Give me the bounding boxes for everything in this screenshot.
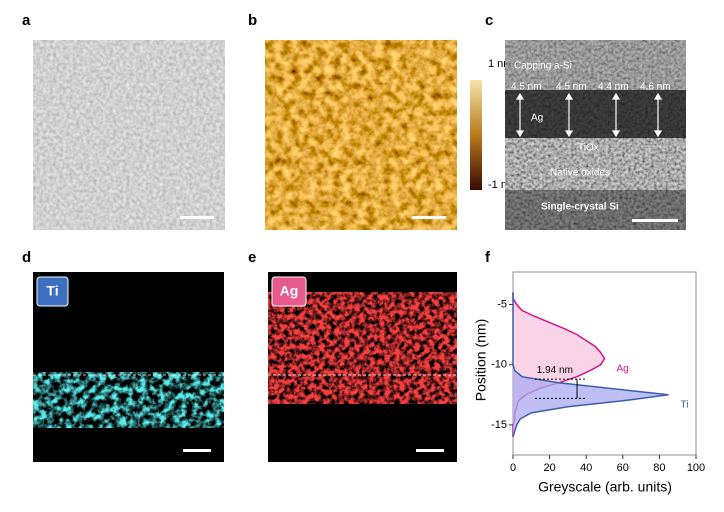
tem-image: Capping a-Si 4.5 nm 4.5 nm 4.4 nm 4.6 nm… bbox=[505, 40, 686, 230]
colorbar bbox=[470, 80, 482, 190]
area-fill bbox=[513, 292, 605, 437]
panel-labels: a b c d e f bbox=[22, 12, 493, 266]
series-label: Ag bbox=[617, 363, 629, 374]
x-tick-label: 60 bbox=[617, 462, 629, 474]
ti-signal bbox=[33, 372, 224, 428]
y-axis-label: Position (nm) bbox=[473, 319, 489, 401]
panel-label: d bbox=[22, 249, 31, 266]
layer-label: Native oxides bbox=[550, 168, 610, 179]
badge bbox=[271, 276, 307, 307]
annotation: 1.94 nm bbox=[537, 365, 573, 376]
panel-label: f bbox=[485, 249, 491, 266]
scale-bar bbox=[183, 449, 211, 452]
layer-label: Ag bbox=[531, 113, 543, 124]
layer bbox=[505, 40, 686, 90]
scale-bar bbox=[632, 219, 678, 222]
badge-label: Ag bbox=[280, 283, 299, 299]
x-tick-label: 80 bbox=[653, 462, 665, 474]
thickness: 4.6 nm bbox=[640, 82, 671, 93]
x-tick-label: 20 bbox=[543, 462, 555, 474]
afm-image bbox=[265, 40, 457, 230]
panel-label: a bbox=[22, 12, 31, 29]
thickness: 4.4 nm bbox=[598, 82, 629, 93]
area-fill bbox=[513, 292, 669, 437]
x-tick-label: 0 bbox=[510, 462, 516, 474]
badge-label: Ti bbox=[46, 283, 58, 299]
y-tick-label: -10 bbox=[491, 359, 507, 371]
x-tick-label: 100 bbox=[687, 462, 705, 474]
badge bbox=[36, 276, 69, 307]
scale-bar bbox=[180, 216, 214, 219]
sem-image bbox=[33, 40, 225, 230]
x-axis-label: Greyscale (arb. units) bbox=[538, 479, 672, 495]
panel-label: c bbox=[485, 12, 493, 29]
thickness-arrows bbox=[515, 92, 663, 138]
scale-bar bbox=[416, 449, 444, 452]
panel-label: b bbox=[248, 12, 257, 29]
panel-label: e bbox=[248, 249, 256, 266]
scale-bar bbox=[412, 216, 446, 219]
series-label: Ti bbox=[681, 399, 689, 410]
thickness: 4.5 nm bbox=[556, 82, 587, 93]
layer bbox=[505, 190, 686, 230]
ag-signal bbox=[268, 292, 457, 404]
y-tick-label: -5 bbox=[497, 298, 507, 310]
x-tick-label: 40 bbox=[580, 462, 592, 474]
y-tick-label: -15 bbox=[491, 419, 507, 431]
thickness: 4.5 nm bbox=[511, 82, 542, 93]
profile-chart: Greyscale (arb. units) Position (nm) Ag T… bbox=[473, 271, 705, 495]
layer-label: Capping a-Si bbox=[514, 61, 572, 72]
layer-label: Single-crystal Si bbox=[541, 202, 619, 213]
layer-label: TiOx bbox=[578, 143, 599, 154]
